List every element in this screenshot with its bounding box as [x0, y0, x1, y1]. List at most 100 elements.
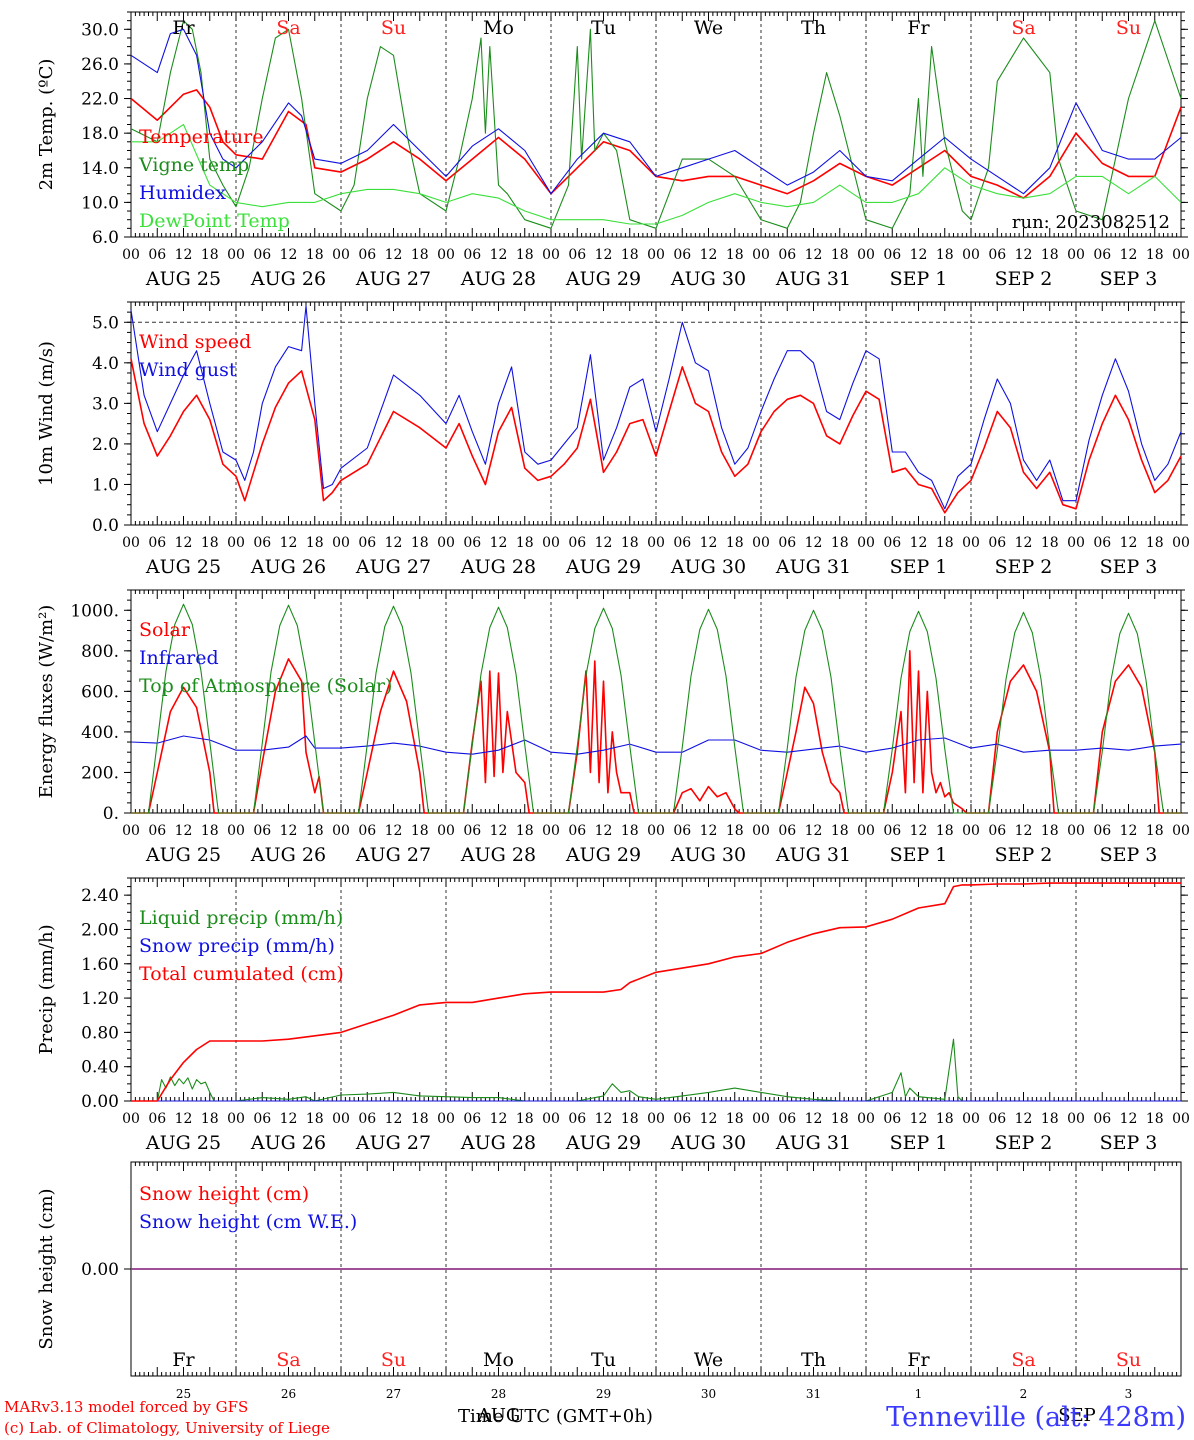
date-label: SEP 1 [890, 844, 948, 866]
hour-label: 18 [1146, 1111, 1164, 1127]
hour-label: 06 [1093, 1111, 1111, 1127]
hour-label: 18 [936, 1111, 954, 1127]
hour-label: 18 [1146, 823, 1164, 839]
y-tick-label: 0.0 [92, 516, 119, 536]
hour-label: 00 [227, 823, 245, 839]
hour-label: 12 [385, 823, 403, 839]
hour-label: 00 [1067, 535, 1085, 551]
hour-label: 06 [778, 823, 796, 839]
hour-label: 06 [358, 247, 376, 263]
panel-frame [130, 589, 1182, 814]
y-tick-label: 1.0 [92, 475, 119, 495]
hour-label: 06 [883, 535, 901, 551]
hour-label: 18 [411, 1111, 429, 1127]
weekday-label: Sa [276, 17, 300, 39]
hour-label: 00 [332, 247, 350, 263]
date-label: AUG 28 [460, 844, 536, 866]
hour-label: 00 [647, 823, 665, 839]
weekday-label: Su [1116, 1349, 1141, 1371]
hour-label: 12 [1015, 1111, 1033, 1127]
legend-entry: Liquid precip (mm/h) [139, 907, 343, 929]
y-axis-label: Precip (mm/h) [36, 924, 57, 1054]
date-label: SEP 2 [995, 268, 1053, 290]
weekday-label: Su [381, 1349, 406, 1371]
hour-label: 06 [1093, 535, 1111, 551]
series-line-wind-gust [130, 305, 1182, 510]
hour-label: 18 [621, 247, 639, 263]
date-label: AUG 25 [145, 844, 221, 866]
hour-label: 06 [358, 1111, 376, 1127]
weekday-label: Th [801, 1349, 826, 1371]
hour-label: 00 [752, 535, 770, 551]
hour-label: 18 [1146, 535, 1164, 551]
hour-label: 00 [332, 823, 350, 839]
hour-label: 00 [647, 535, 665, 551]
hour-label: 18 [936, 823, 954, 839]
hour-label: 00 [752, 247, 770, 263]
hour-label: 12 [1120, 247, 1138, 263]
hour-label: 18 [306, 1111, 324, 1127]
legend-entry: Infrared [139, 647, 219, 669]
legend-entry: Total cumulated (cm) [139, 963, 344, 985]
y-tick-label: 10.0 [81, 193, 119, 213]
weekday-label: Fr [907, 17, 930, 39]
hour-label: 06 [988, 823, 1006, 839]
hour-label: 18 [306, 247, 324, 263]
hour-label: 06 [568, 1111, 586, 1127]
hour-label: 06 [883, 1111, 901, 1127]
hour-label: 00 [962, 535, 980, 551]
hour-label: 18 [726, 823, 744, 839]
hour-label: 06 [148, 247, 166, 263]
hour-label: 06 [253, 1111, 271, 1127]
hour-label: 00 [542, 823, 560, 839]
hour-label: 00 [647, 1111, 665, 1127]
hour-label: 12 [1120, 1111, 1138, 1127]
day-number: 28 [491, 1387, 506, 1401]
y-tick-label: 18.0 [81, 124, 119, 144]
hour-label: 12 [805, 823, 823, 839]
date-label: AUG 25 [145, 556, 221, 578]
y-tick-label: 400. [81, 723, 119, 743]
hour-label: 12 [280, 823, 298, 839]
weekday-label: Sa [1011, 1349, 1035, 1371]
day-number: 26 [281, 1387, 296, 1401]
hour-label: 06 [253, 823, 271, 839]
panel-3 [124, 589, 1188, 814]
hour-label: 18 [1146, 247, 1164, 263]
hour-label: 00 [1067, 247, 1085, 263]
date-label: AUG 28 [460, 1132, 536, 1154]
hour-label: 06 [568, 823, 586, 839]
y-tick-label: 6.0 [92, 228, 119, 248]
date-label: AUG 29 [565, 268, 641, 290]
hour-label: 12 [595, 823, 613, 839]
weekday-label: Mo [483, 1349, 514, 1371]
legend-entry: Snow height (cm W.E.) [139, 1211, 357, 1233]
hour-label: 12 [700, 1111, 718, 1127]
date-label: AUG 27 [355, 844, 431, 866]
hour-label: 18 [1041, 823, 1059, 839]
y-tick-label: 2.0 [92, 435, 119, 455]
hour-label: 06 [1093, 247, 1111, 263]
hour-label: 18 [831, 1111, 849, 1127]
hour-label: 06 [253, 535, 271, 551]
y-tick-label: 4.0 [92, 354, 119, 374]
date-label: AUG 30 [670, 268, 746, 290]
weekday-label: Sa [1011, 17, 1035, 39]
hour-label: 06 [463, 535, 481, 551]
weekday-label: Th [801, 17, 826, 39]
hour-label: 06 [778, 1111, 796, 1127]
hour-label: 18 [726, 1111, 744, 1127]
hour-label: 06 [988, 247, 1006, 263]
hour-label: 00 [1067, 1111, 1085, 1127]
hour-label: 12 [595, 247, 613, 263]
hour-label: 00 [542, 1111, 560, 1127]
hour-label: 12 [700, 247, 718, 263]
hour-label: 00 [1172, 823, 1190, 839]
month-label: AUG [477, 1405, 521, 1426]
hour-label: 06 [568, 535, 586, 551]
hour-label: 12 [175, 247, 193, 263]
hour-label: 00 [332, 535, 350, 551]
hour-label: 00 [857, 247, 875, 263]
hour-label: 12 [1015, 823, 1033, 839]
